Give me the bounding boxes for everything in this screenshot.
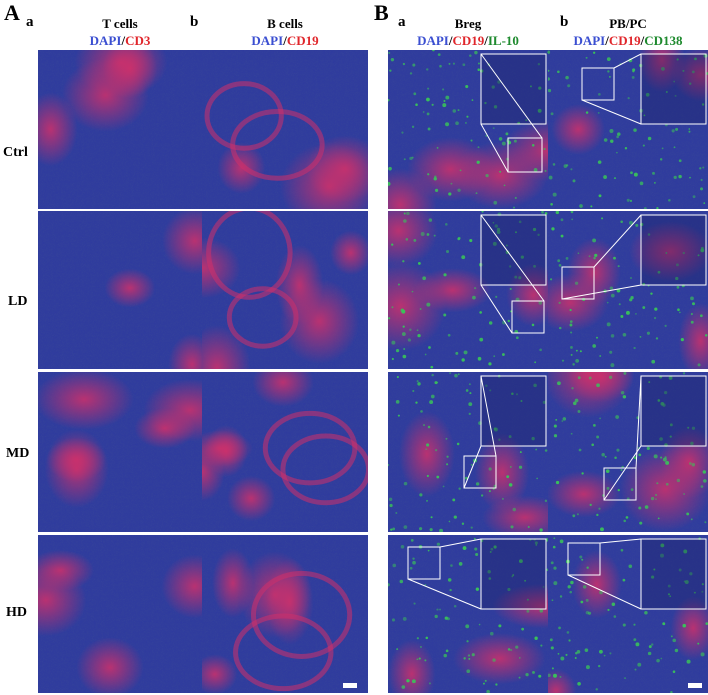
micrograph-breg-ctrl <box>388 50 548 209</box>
stain-segment: CD19 <box>608 33 641 48</box>
micrograph-breg-ld <box>388 211 548 369</box>
micrograph-image <box>388 372 548 532</box>
micrograph-image <box>388 50 548 209</box>
stain-segment: DAPI <box>251 33 284 48</box>
column-title-breg: Breg <box>454 16 482 31</box>
micrograph-image <box>202 372 368 532</box>
stain-segment: IL-10 <box>487 33 519 48</box>
sub-letter-b-b: b <box>560 14 569 30</box>
micrograph-image <box>38 50 202 209</box>
sub-letter-b-a: a <box>398 14 406 30</box>
micrograph-breg-md <box>388 372 548 532</box>
micrograph-b-cells-hd <box>202 535 368 693</box>
micrograph-image <box>548 372 708 532</box>
stain-segment: / <box>605 33 609 48</box>
column-title-pb-pc: PB/PC <box>609 16 647 31</box>
row-label-hd: HD <box>6 605 27 620</box>
column-title-b-cells: B cells <box>267 16 303 31</box>
stain-label-cd19-il10: DAPI/CD19/IL-10 <box>388 33 548 49</box>
micrograph-b-cells-ld <box>202 211 368 369</box>
scale-bar-a <box>343 683 357 688</box>
micrograph-pb-pc-ctrl <box>548 50 708 209</box>
stain-segment: / <box>640 33 645 48</box>
micrograph-image <box>202 50 368 209</box>
scale-bar-b <box>688 683 702 688</box>
micrograph-image <box>388 535 548 693</box>
column-title-t-cells: T cells <box>102 16 138 31</box>
micrograph-pb-pc-ld <box>548 211 708 369</box>
stain-segment: DAPI <box>573 33 606 48</box>
micrograph-image <box>38 211 202 369</box>
micrograph-image <box>38 372 202 532</box>
stain-segment: / <box>484 33 488 48</box>
micrograph-image <box>548 535 708 693</box>
row-label-ctrl: Ctrl <box>3 145 28 160</box>
stain-label-cd3: DAPI/CD3 <box>38 33 202 49</box>
micrograph-pb-pc-md <box>548 372 708 532</box>
micrograph-image <box>38 535 202 693</box>
micrograph-t-cells-md <box>38 372 202 532</box>
stain-segment: / <box>448 33 453 48</box>
micrograph-t-cells-ctrl <box>38 50 202 209</box>
micrograph-t-cells-hd <box>38 535 202 693</box>
stain-segment: DAPI <box>417 33 449 48</box>
sub-letter-a-b: b <box>190 14 199 30</box>
stain-segment: CD3 <box>125 33 151 48</box>
row-label-ld: LD <box>8 294 28 309</box>
micrograph-image <box>548 211 708 369</box>
stain-segment: CD19 <box>452 33 485 48</box>
panel-letter-b: B <box>374 0 389 25</box>
micrograph-b-cells-ctrl <box>202 50 368 209</box>
stain-segment: CD19 <box>286 33 319 48</box>
stain-label-cd19-cd138: DAPI/CD19/CD138 <box>548 33 708 49</box>
stain-segment: / <box>283 33 287 48</box>
stain-segment: / <box>121 33 126 48</box>
row-label-md: MD <box>6 446 30 461</box>
panel-letter-a: A <box>4 0 20 25</box>
stain-segment: CD138 <box>644 33 683 48</box>
stain-segment: DAPI <box>89 33 122 48</box>
micrograph-image <box>202 535 368 693</box>
micrograph-t-cells-ld <box>38 211 202 369</box>
micrograph-image <box>548 50 708 209</box>
micrograph-breg-hd <box>388 535 548 693</box>
sub-letter-a-a: a <box>26 14 34 30</box>
micrograph-pb-pc-hd <box>548 535 708 693</box>
micrograph-image <box>202 211 368 369</box>
stain-label-cd19: DAPI/CD19 <box>202 33 368 49</box>
micrograph-b-cells-md <box>202 372 368 532</box>
micrograph-image <box>388 211 548 369</box>
